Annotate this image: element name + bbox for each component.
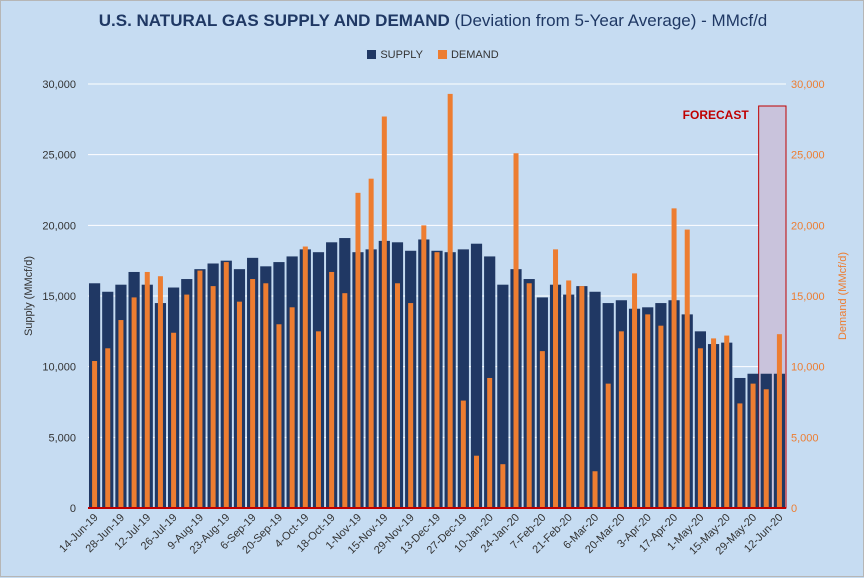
y2-tick-label: 20,000 [791,220,825,232]
demand-bar [632,273,638,508]
demand-bar [618,331,624,508]
y-tick-label: 20,000 [42,220,76,232]
demand-bar [210,286,216,508]
y2-tick-label: 15,000 [791,291,825,303]
demand-bar [592,471,598,508]
demand-bar [105,348,111,508]
y2-tick-label: 0 [791,503,797,515]
y-tick-label: 25,000 [42,150,76,162]
y-tick-label: 5,000 [48,432,76,444]
chart-title-main: U.S. NATURAL GAS SUPPLY AND DEMAND [98,11,450,30]
demand-bar [236,301,242,508]
legend-item-demand: DEMAND [437,49,499,61]
demand-bar [763,389,769,508]
demand-bar [302,246,308,509]
y-tick-label: 30,000 [42,79,76,91]
legend-label-demand: DEMAND [450,49,499,61]
demand-bar [500,464,506,508]
chart-title-sub: (Deviation from 5-Year Average) - MMcf/d [449,11,768,30]
demand-bar [118,320,124,508]
demand-bar [144,271,150,508]
demand-bar [513,153,519,508]
demand-bar [315,331,321,508]
demand-bar [671,208,677,508]
demand-bar [776,334,782,508]
demand-bar [421,225,427,509]
legend-item-supply: SUPPLY [367,49,423,61]
y2-axis-title: Demand (MMcf/d) [837,252,849,340]
demand-bar [645,314,651,508]
demand-bar [684,229,690,508]
demand-bar [737,403,743,508]
demand-bar [579,286,585,508]
demand-bar [566,280,572,508]
demand-bar [223,262,229,508]
y-tick-label: 0 [70,503,76,515]
demand-bar [750,383,756,508]
demand-bar [394,283,400,508]
demand-bar [447,93,453,508]
supply-bar [457,249,469,509]
demand-bar [329,271,335,508]
legend-swatch-demand [437,50,447,59]
demand-bar [381,116,387,509]
legend-label-supply: SUPPLY [380,49,423,61]
demand-bar [184,294,190,508]
demand-bar [92,361,98,508]
demand-bar [355,192,361,508]
demand-bar [553,249,559,509]
legend: SUPPLY DEMAND [1,49,864,61]
y-tick-label: 15,000 [42,291,76,303]
chart-title: U.S. NATURAL GAS SUPPLY AND DEMAND (Devi… [1,11,864,31]
supply-bar [497,284,509,508]
demand-bar [408,303,414,508]
forecast-label: FORECAST [683,108,750,122]
y2-tick-label: 10,000 [791,362,825,374]
demand-bar [263,283,269,508]
demand-bar [171,332,177,508]
demand-bar [526,283,532,508]
demand-bar [460,400,466,508]
demand-bar [724,335,730,508]
legend-swatch-supply [367,50,377,59]
demand-bar [697,348,703,508]
y-tick-label: 10,000 [42,362,76,374]
y-axis-title: Supply (MMcf/d) [23,256,35,336]
y2-tick-label: 30,000 [791,79,825,91]
demand-bar [487,377,493,508]
demand-bar [658,325,664,508]
demand-bar [157,276,163,508]
demand-bar [474,455,480,508]
demand-bar [342,293,348,508]
demand-bar [605,383,611,508]
y2-tick-label: 5,000 [791,432,819,444]
supply-bar [470,243,483,508]
demand-bar [289,307,295,508]
demand-bar [250,279,256,508]
demand-bar [539,351,545,508]
demand-bar [711,338,717,508]
demand-bar [276,324,282,508]
demand-bar [434,252,440,508]
y2-tick-label: 25,000 [791,150,825,162]
demand-bar [368,178,374,508]
supply-bar [589,291,601,508]
demand-bar [131,297,137,508]
demand-bar [197,270,203,508]
